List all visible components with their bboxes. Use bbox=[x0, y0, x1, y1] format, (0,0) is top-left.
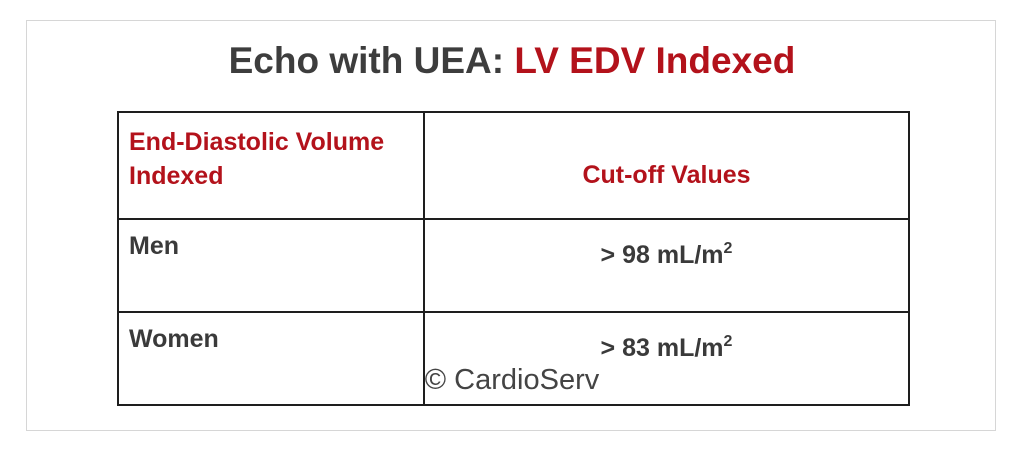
value-cell: > 83 mL/m2 bbox=[423, 311, 910, 406]
value-text: > 83 mL/m bbox=[600, 334, 724, 362]
row: Women > 83 mL/m2 bbox=[117, 311, 910, 406]
row-label: Women bbox=[117, 311, 425, 406]
title: Echo with UEA: LV EDV Indexed bbox=[0, 40, 1024, 82]
superscript: 2 bbox=[723, 333, 733, 350]
value-text: > 98 mL/m bbox=[600, 241, 724, 269]
superscript: 2 bbox=[723, 240, 733, 257]
frame bbox=[26, 20, 996, 431]
title-highlight: LV EDV Indexed bbox=[514, 40, 796, 81]
header-cell: End-Diastolic Volume Indexed bbox=[117, 111, 425, 220]
footer: © CardioServ bbox=[424, 364, 600, 396]
header-cell: Cut-off Values bbox=[423, 111, 910, 220]
cutoff-table: End-Diastolic Volume Indexed Cut-off Val… bbox=[117, 111, 910, 406]
value-cell: > 98 mL/m2 bbox=[423, 218, 910, 313]
row: Men > 98 mL/m2 bbox=[117, 218, 910, 313]
title-prefix: Echo with UEA: bbox=[228, 40, 505, 81]
header-row: End-Diastolic Volume Indexed Cut-off Val… bbox=[117, 111, 910, 220]
row-label: Men bbox=[117, 218, 425, 313]
